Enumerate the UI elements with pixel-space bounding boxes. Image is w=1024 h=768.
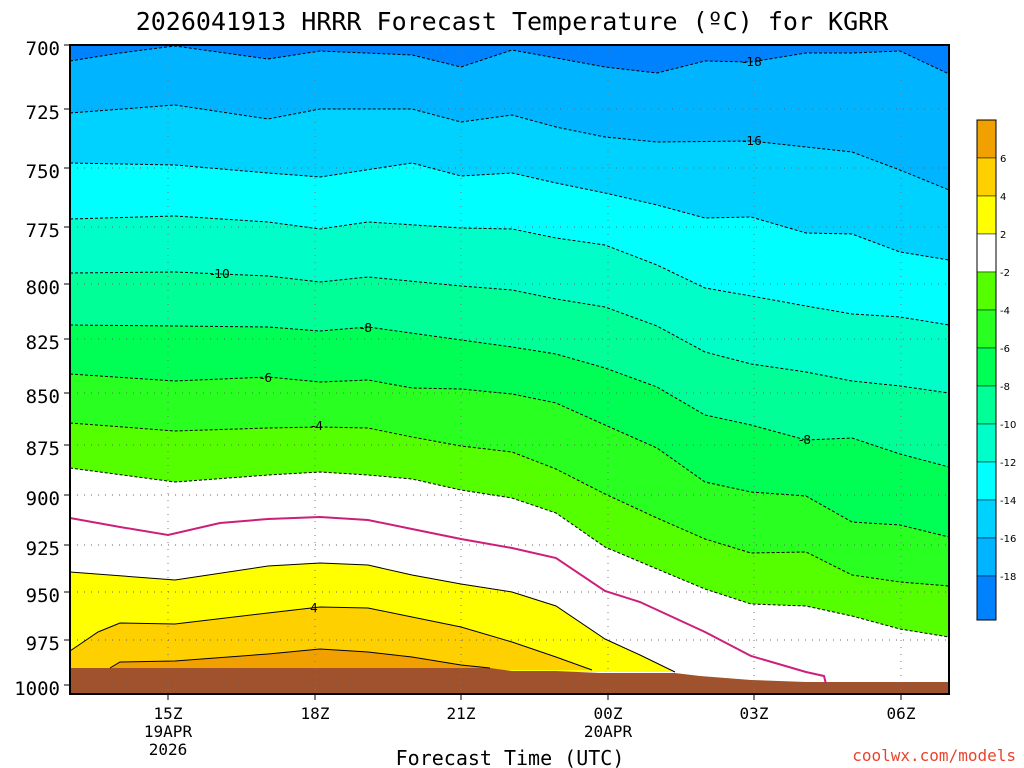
ground-terrain: [70, 668, 949, 694]
contour-label: -6: [260, 371, 272, 385]
colorbar-swatch: [976, 385, 997, 425]
colorbar-swatch: [976, 119, 997, 159]
x-tick-sublabel: 20APR: [584, 722, 633, 741]
y-tick-label: 875: [26, 438, 60, 460]
colorbar-label: -12: [1000, 458, 1016, 469]
y-tick-label: 800: [26, 277, 60, 299]
colorbar-label: 2: [1000, 230, 1006, 241]
chart-title: 2026041913 HRRR Forecast Temperature (ºC…: [136, 7, 890, 36]
fill-above-6: [110, 649, 490, 668]
x-tick-label: 03Z: [740, 704, 769, 723]
colorbar-label: -8: [1000, 382, 1010, 393]
y-tick-label: 850: [26, 386, 60, 408]
x-axis-label: Forecast Time (UTC): [396, 746, 625, 768]
x-tick-label: 06Z: [887, 704, 916, 723]
y-tick-label: 750: [26, 161, 60, 183]
y-tick-label: 825: [26, 332, 60, 354]
colorbar-swatch: [976, 157, 997, 197]
colorbar-swatch: [976, 423, 997, 463]
colorbar-swatch: [976, 195, 997, 235]
colorbar-swatch: [976, 575, 997, 621]
y-axis: 700 725 750 775 800 825 850 875 900 925 …: [14, 38, 60, 700]
colorbar-label: -10: [1000, 420, 1016, 431]
y-tick-label: 1000: [14, 678, 60, 700]
colorbar-swatch: [976, 271, 997, 311]
contour-label: -4: [311, 419, 323, 433]
plot-frame: [69, 44, 950, 695]
contour-label: -16: [742, 134, 762, 148]
contour-label: -18: [742, 55, 762, 69]
contour-labels: -18 -16 -10 -8 -6 -4 4 -8: [210, 55, 811, 615]
colorbar-swatch: [976, 309, 997, 349]
x-tick-label: 00Z: [594, 704, 623, 723]
contour-6: [109, 648, 491, 669]
x-tick-label: 18Z: [301, 704, 330, 723]
contour-m8: [69, 324, 950, 468]
colorbar-swatch: [976, 537, 997, 577]
colorbar-label: -16: [1000, 534, 1016, 545]
contour-label: -8: [360, 321, 372, 335]
contour-label: -10: [210, 267, 230, 281]
y-tick-label: 700: [26, 38, 60, 60]
x-axis: 15Z 19APR 2026 18Z 21Z 00Z 20APR 03Z 06Z: [144, 704, 916, 759]
colorbar-label: 6: [1000, 154, 1006, 165]
contour-freezing: [69, 515, 827, 685]
contour-m2: [69, 467, 950, 638]
contour-2: [69, 562, 676, 673]
contour-m6: [69, 373, 950, 538]
plot-area: [70, 45, 949, 694]
colorbar-swatch: [976, 499, 997, 539]
colorbar-frame: [976, 119, 997, 621]
y-tick-label: 775: [26, 220, 60, 242]
colorbar-swatch: [976, 461, 997, 501]
x-tick-label: 21Z: [447, 704, 476, 723]
colorbar-swatch: [976, 347, 997, 387]
credit-text: coolwx.com/models: [852, 746, 1016, 765]
y-tick-label: 975: [26, 633, 60, 655]
colorbar-label: -4: [1000, 306, 1010, 317]
contour-label: 4: [310, 601, 318, 615]
contour-m4: [69, 422, 950, 587]
y-tick-label: 900: [26, 488, 60, 510]
contour-m12: [69, 215, 950, 326]
contour-label: -8: [799, 433, 811, 447]
y-tick-label: 925: [26, 538, 60, 560]
contour-4: [69, 606, 593, 671]
x-tick-sublabel: 19APR: [144, 722, 193, 741]
contour-m18: [69, 45, 950, 75]
colorbar-label: -6: [1000, 344, 1010, 355]
colorbar: 6 4 2 -2 -4 -6 -8 -10 -12 -14 -16 -18: [976, 119, 1016, 621]
contour-lines: [69, 45, 950, 685]
colorbar-label: -18: [1000, 572, 1016, 583]
colorbar-label: -14: [1000, 496, 1016, 507]
x-tick-sublabel: 2026: [149, 740, 188, 759]
y-tick-label: 950: [26, 585, 60, 607]
colorbar-swatch: [976, 233, 997, 273]
colorbar-label: 4: [1000, 192, 1006, 203]
contour-m14: [69, 162, 950, 261]
colorbar-label: -2: [1000, 268, 1010, 279]
y-tick-label: 725: [26, 102, 60, 124]
x-tick-label: 15Z: [154, 704, 183, 723]
